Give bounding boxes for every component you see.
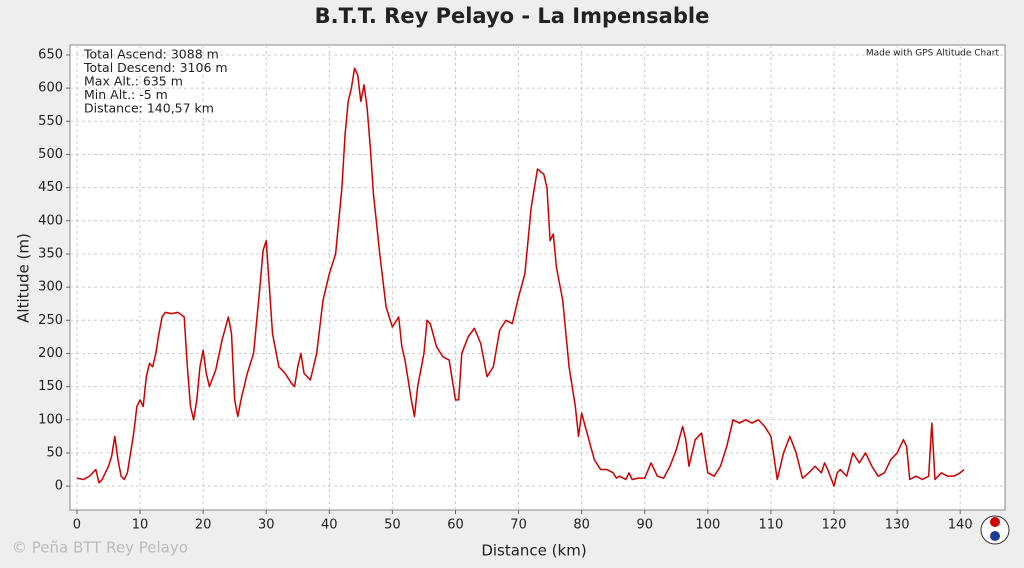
x-tick-label: 60 bbox=[447, 518, 464, 533]
x-tick-label: 40 bbox=[321, 518, 338, 533]
y-tick-label: 200 bbox=[38, 346, 63, 361]
annotation: Distance: 140,57 km bbox=[84, 101, 214, 116]
annotation: Min Alt.: -5 m bbox=[84, 87, 168, 102]
logo bbox=[980, 515, 1010, 545]
y-tick-label: 500 bbox=[38, 147, 63, 162]
x-tick-label: 90 bbox=[636, 518, 653, 533]
x-axis-label: Distance (km) bbox=[481, 542, 586, 560]
x-tick-label: 120 bbox=[822, 518, 847, 533]
x-tick-label: 50 bbox=[384, 518, 401, 533]
y-tick-label: 400 bbox=[38, 213, 63, 228]
annotation: Max Alt.: 635 m bbox=[84, 74, 183, 89]
altitude-line bbox=[76, 67, 965, 487]
x-tick-label: 0 bbox=[73, 518, 81, 533]
chart-title: B.T.T. Rey Pelayo - La Impensable bbox=[315, 4, 710, 28]
x-tick-label: 70 bbox=[510, 518, 527, 533]
y-axis-label: Altitude (m) bbox=[15, 233, 33, 323]
y-tick-label: 450 bbox=[38, 180, 63, 195]
x-tick-label: 140 bbox=[948, 518, 973, 533]
y-tick-label: 600 bbox=[38, 81, 63, 96]
y-tick-label: 150 bbox=[38, 379, 63, 394]
x-tick-label: 20 bbox=[195, 518, 212, 533]
x-tick-label: 10 bbox=[132, 518, 149, 533]
y-tick-label: 100 bbox=[38, 412, 63, 427]
x-tick-label: 80 bbox=[573, 518, 590, 533]
x-tick-label: 130 bbox=[885, 518, 910, 533]
plot-area bbox=[69, 44, 1006, 511]
watermark: © Peña BTT Rey Pelayo bbox=[12, 539, 188, 557]
y-tick-label: 300 bbox=[38, 280, 63, 295]
x-tick-label: 30 bbox=[258, 518, 275, 533]
y-tick-label: 250 bbox=[38, 313, 63, 328]
annotation: Total Descend: 3106 m bbox=[83, 60, 228, 75]
annotation: Total Ascend: 3088 m bbox=[83, 47, 219, 62]
y-tick-label: 0 bbox=[55, 479, 63, 494]
x-tick-label: 110 bbox=[759, 518, 784, 533]
y-tick-label: 650 bbox=[38, 47, 63, 62]
y-tick-label: 350 bbox=[38, 246, 63, 261]
x-tick-label: 100 bbox=[695, 518, 720, 533]
credit: Made with GPS Altitude Chart bbox=[866, 49, 1000, 59]
y-tick-label: 550 bbox=[38, 114, 63, 129]
y-tick-label: 50 bbox=[46, 445, 63, 460]
